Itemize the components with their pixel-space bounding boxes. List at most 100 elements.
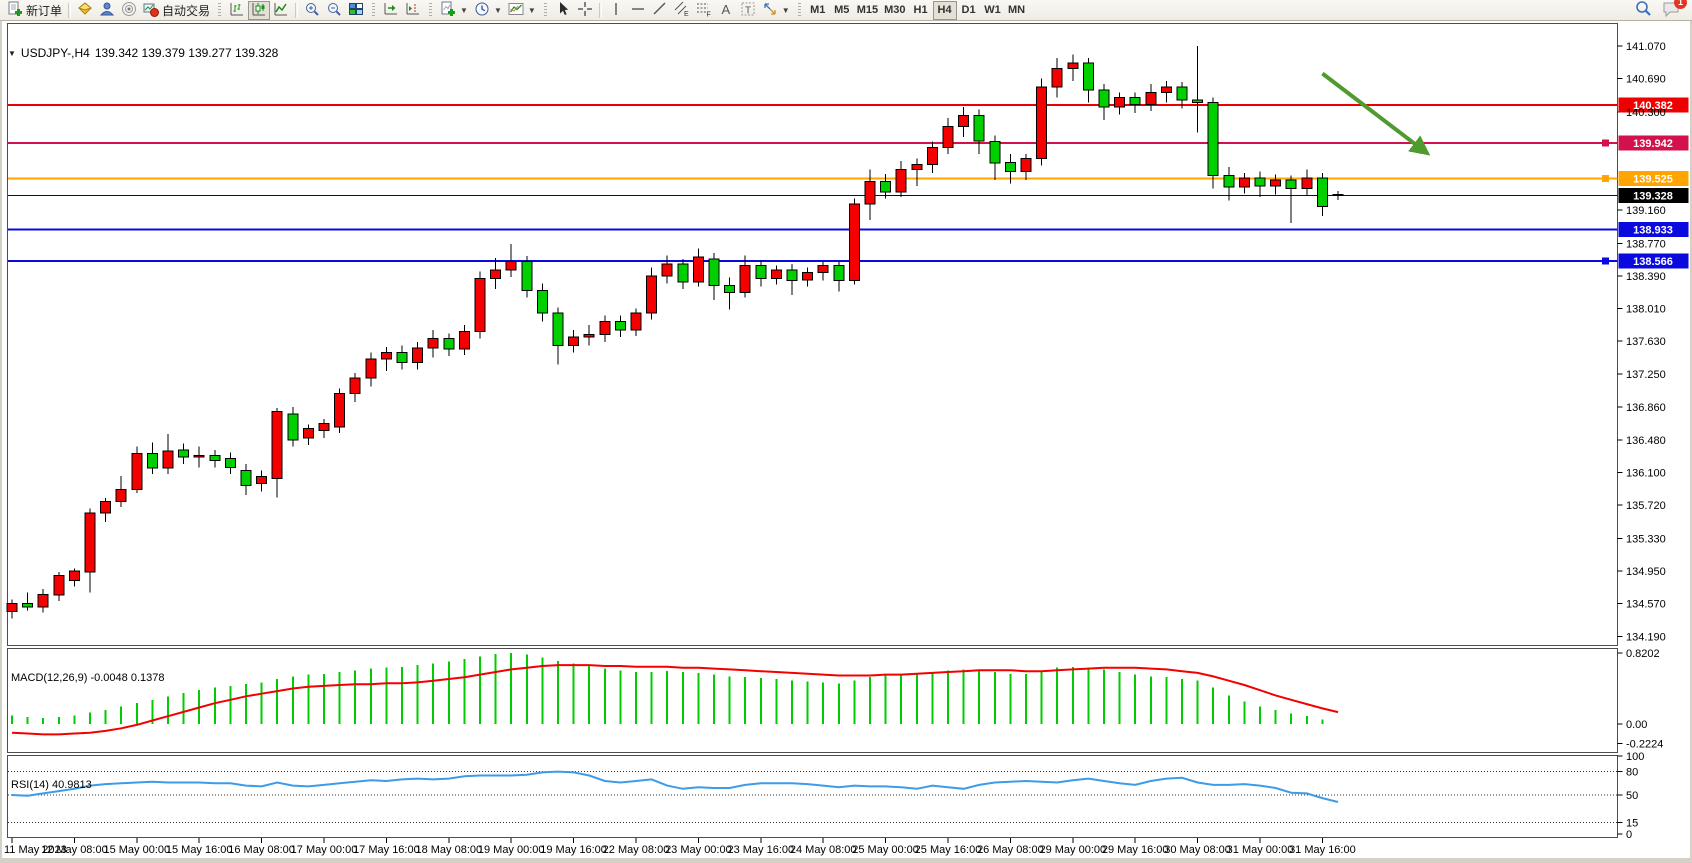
svg-text:15 May 16:00: 15 May 16:00 bbox=[166, 844, 233, 856]
crosshair-button[interactable] bbox=[574, 1, 596, 20]
timeframe-m15-button[interactable]: M15 bbox=[856, 4, 879, 16]
svg-text:137.250: 137.250 bbox=[1626, 369, 1666, 381]
autotrading-label: 自动交易 bbox=[162, 3, 211, 18]
timeframe-m1-button[interactable]: M1 bbox=[810, 4, 826, 16]
candlestick-chart-button[interactable] bbox=[248, 0, 271, 20]
svg-text:139.160: 139.160 bbox=[1626, 205, 1666, 217]
svg-text:140.690: 140.690 bbox=[1626, 74, 1666, 86]
timeframe-h4-button[interactable]: H4 bbox=[932, 0, 957, 20]
svg-text:12 May 08:00: 12 May 08:00 bbox=[41, 844, 108, 856]
metaeditor-button[interactable] bbox=[74, 1, 96, 20]
zoom-out-button[interactable] bbox=[323, 1, 345, 20]
horizontal-line-icon bbox=[630, 1, 646, 20]
svg-text:24 May 08:00: 24 May 08:00 bbox=[790, 844, 857, 856]
svg-text:0.00: 0.00 bbox=[1626, 719, 1647, 731]
timeframe-w1-button[interactable]: W1 bbox=[984, 4, 1001, 16]
svg-text:139.328: 139.328 bbox=[1633, 191, 1673, 203]
price-chart[interactable]: 141.070 140.690 140.300 139.160 138.770 138.3… bbox=[0, 21, 1692, 863]
timeframe-mn-button[interactable]: MN bbox=[1007, 4, 1026, 16]
text-a-icon: A bbox=[718, 1, 734, 20]
vertical-line-button[interactable] bbox=[605, 1, 627, 20]
cursor-arrow-icon bbox=[555, 1, 571, 20]
trendline-icon bbox=[652, 1, 668, 20]
chat-button[interactable]: 1 bbox=[1662, 0, 1687, 20]
ohlc-dropdown-icon[interactable]: ▼ bbox=[8, 48, 16, 58]
new-chart-button[interactable]: ▼ bbox=[437, 1, 471, 20]
trendline-button[interactable] bbox=[649, 1, 671, 20]
new-order-button[interactable]: 新订单 bbox=[4, 1, 65, 20]
svg-text:11 May 2023: 11 May 2023 bbox=[4, 844, 67, 856]
svg-text:18 May 08:00: 18 May 08:00 bbox=[415, 844, 482, 856]
text-label-icon: T bbox=[740, 1, 756, 20]
chevron-down-icon: ▼ bbox=[493, 5, 502, 15]
zoom-out-icon bbox=[326, 1, 342, 20]
svg-text:0: 0 bbox=[1626, 829, 1632, 841]
community-button[interactable] bbox=[96, 1, 118, 20]
svg-text:0.8202: 0.8202 bbox=[1626, 648, 1660, 660]
notification-badge: 1 bbox=[1674, 0, 1687, 9]
signals-button[interactable] bbox=[118, 1, 140, 20]
svg-text:134.570: 134.570 bbox=[1626, 599, 1666, 611]
toolbar-grip bbox=[218, 2, 222, 18]
toolbar-separator bbox=[68, 2, 72, 18]
fibonacci-button[interactable]: F bbox=[693, 1, 715, 20]
svg-text:140.382: 140.382 bbox=[1633, 100, 1673, 112]
svg-text:135.330: 135.330 bbox=[1626, 534, 1666, 546]
svg-text:15: 15 bbox=[1626, 817, 1638, 829]
svg-text:29 May 16:00: 29 May 16:00 bbox=[1102, 844, 1169, 856]
bar-chart-button[interactable] bbox=[226, 1, 248, 20]
svg-text:17 May 16:00: 17 May 16:00 bbox=[353, 844, 420, 856]
chart-shift-button[interactable] bbox=[402, 1, 424, 20]
equidistant-channel-button[interactable]: E bbox=[671, 1, 693, 20]
toolbar-grip bbox=[372, 2, 376, 18]
toolbar-separator bbox=[295, 2, 299, 18]
autotrading-button[interactable]: 自动交易 bbox=[140, 1, 213, 20]
vertical-line-icon bbox=[608, 1, 624, 20]
text-button[interactable]: A bbox=[715, 1, 737, 20]
templates-button[interactable]: ▼ bbox=[505, 1, 539, 20]
svg-text:25 May 16:00: 25 May 16:00 bbox=[915, 844, 982, 856]
svg-text:26 May 08:00: 26 May 08:00 bbox=[977, 844, 1044, 856]
new-order-icon bbox=[7, 1, 23, 20]
line-chart-button[interactable] bbox=[270, 1, 292, 20]
scroll-to-end-button[interactable] bbox=[380, 1, 402, 20]
new-order-label: 新订单 bbox=[26, 3, 63, 18]
svg-text:134.950: 134.950 bbox=[1626, 566, 1666, 578]
periods-button[interactable]: ▼ bbox=[471, 1, 505, 20]
svg-text:29 May 00:00: 29 May 00:00 bbox=[1039, 844, 1106, 856]
timeframe-h1-button[interactable]: H1 bbox=[913, 4, 928, 16]
fibonacci-icon: F bbox=[696, 1, 712, 20]
arrows-button[interactable]: ▼ bbox=[759, 1, 793, 20]
svg-text:138.010: 138.010 bbox=[1626, 304, 1666, 316]
new-chart-icon bbox=[440, 1, 456, 20]
svg-text:139.525: 139.525 bbox=[1633, 174, 1673, 186]
timeframe-m5-button[interactable]: M5 bbox=[834, 4, 850, 16]
timeframe-m30-button[interactable]: M30 bbox=[884, 4, 906, 16]
horizontal-line-button[interactable] bbox=[627, 1, 649, 20]
cursor-button[interactable] bbox=[552, 1, 574, 20]
svg-text:A: A bbox=[721, 2, 730, 17]
svg-text:80: 80 bbox=[1626, 767, 1638, 779]
svg-text:136.860: 136.860 bbox=[1626, 402, 1666, 414]
svg-text:16 May 08:00: 16 May 08:00 bbox=[228, 844, 295, 856]
svg-text:22 May 08:00: 22 May 08:00 bbox=[603, 844, 670, 856]
svg-text:T: T bbox=[745, 5, 751, 16]
svg-text:23 May 00:00: 23 May 00:00 bbox=[665, 844, 732, 856]
chart-window[interactable]: 141.070 140.690 140.300 139.160 138.770 138.3… bbox=[0, 21, 1692, 863]
candlestick-chart-icon bbox=[251, 1, 267, 20]
svg-text:50: 50 bbox=[1626, 790, 1638, 802]
svg-text:135.720: 135.720 bbox=[1626, 500, 1666, 512]
timeframe-d1-button[interactable]: D1 bbox=[961, 4, 976, 16]
search-icon[interactable] bbox=[1635, 0, 1652, 20]
bar-chart-icon bbox=[229, 1, 245, 20]
arrange-windows-button[interactable] bbox=[345, 1, 367, 20]
arrange-windows-icon bbox=[348, 1, 364, 20]
svg-text:15 May 00:00: 15 May 00:00 bbox=[103, 844, 170, 856]
svg-text:E: E bbox=[684, 11, 689, 17]
chevron-down-icon: ▼ bbox=[781, 5, 790, 15]
svg-text:139.942: 139.942 bbox=[1633, 138, 1673, 150]
text-label-button[interactable]: T bbox=[737, 1, 759, 20]
zoom-in-button[interactable] bbox=[301, 1, 323, 20]
toolbar-grip bbox=[797, 2, 801, 18]
toolbar-grip bbox=[543, 2, 547, 18]
